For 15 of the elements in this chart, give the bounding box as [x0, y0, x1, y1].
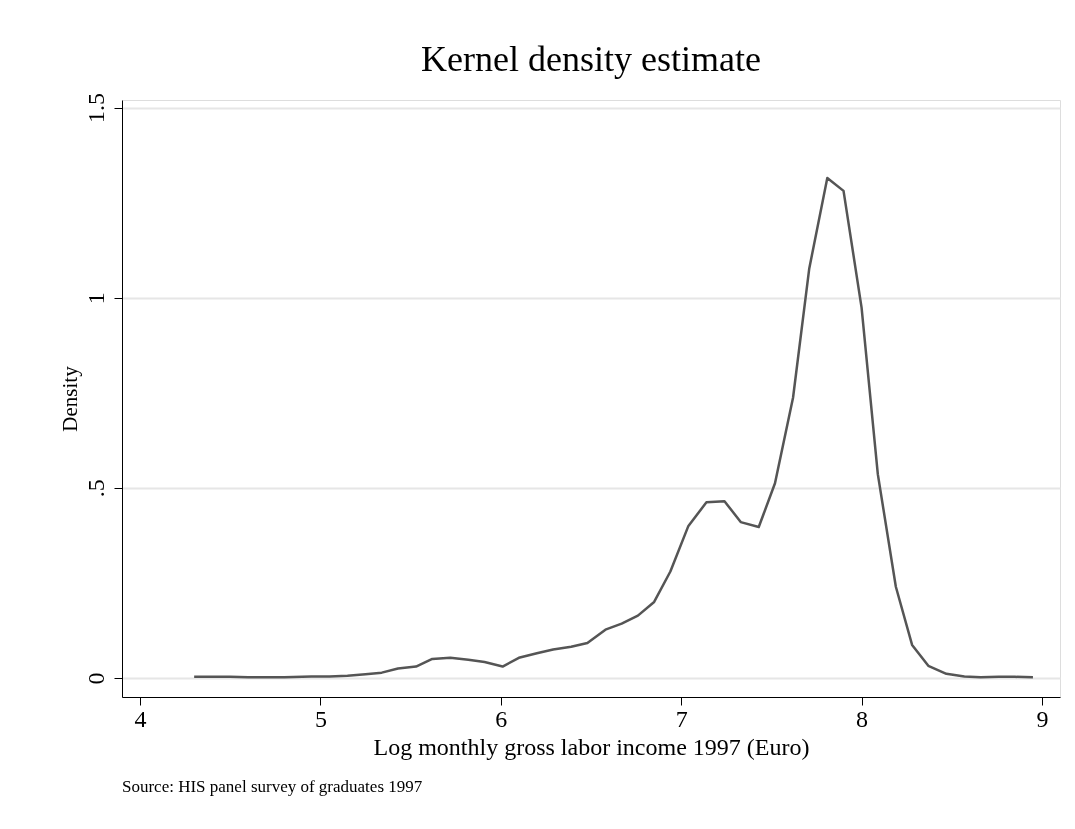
x-tick-label: 5	[314, 705, 327, 732]
x-tick-label: 4	[134, 705, 147, 732]
y-tick-label: 0	[82, 672, 109, 685]
x-tick-label: 6	[495, 705, 508, 732]
y-tick-label: 1.5	[82, 93, 109, 124]
y-axis-title: Density	[57, 365, 82, 432]
x-tick-label: 7	[675, 705, 688, 732]
x-axis-title: Log monthly gross labor income 1997 (Euro)	[373, 733, 810, 760]
x-tick-label: 9	[1036, 705, 1049, 732]
x-tick-label: 8	[856, 705, 869, 732]
line-series	[192, 176, 1035, 679]
y-tick-label: .5	[82, 479, 109, 498]
source-note: Source: HIS panel survey of graduates 1997	[122, 777, 423, 796]
y-tick-label: 1	[82, 292, 109, 305]
chart-title: Kernel density estimate	[421, 38, 761, 79]
